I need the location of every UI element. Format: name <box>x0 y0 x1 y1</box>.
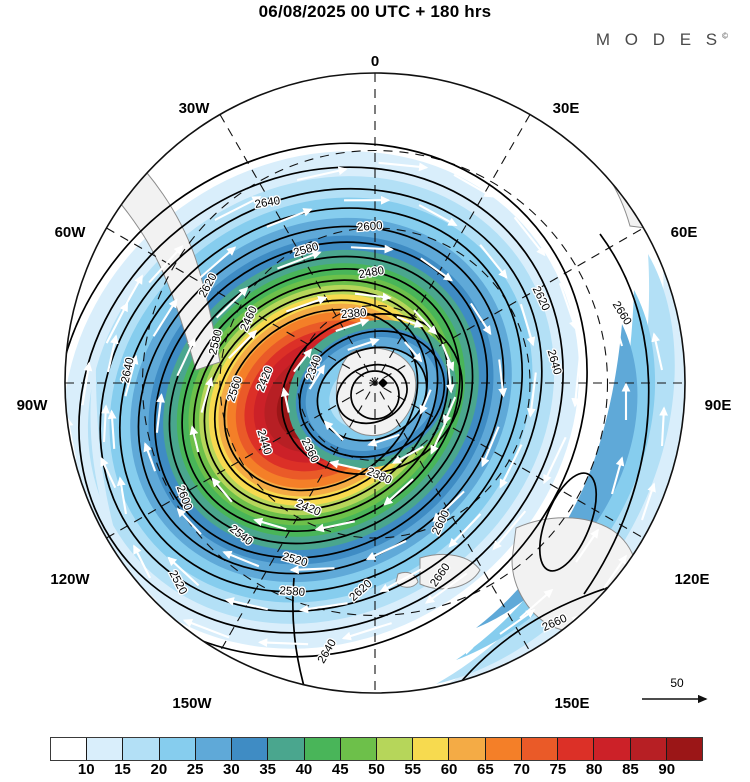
page-title: 06/08/2025 00 UTC + 180 hrs <box>258 2 492 21</box>
colorbar-cell <box>413 738 450 760</box>
colorbar-tick-label: 85 <box>622 761 639 778</box>
colorbar-tick-label: 75 <box>549 761 567 778</box>
colorbar-ticks: 10 15 20 25 30 35 40 45 50 55 60 65 70 75 80 85 90 <box>0 761 750 781</box>
lon-label: 90W <box>17 397 49 414</box>
colorbar-tick-label: 55 <box>404 761 422 778</box>
vector-scale: 50 <box>640 676 730 708</box>
graticule <box>65 73 685 693</box>
colorbar-tick-label: 20 <box>150 761 168 778</box>
colorbar-cell <box>630 738 667 760</box>
pole-marker-icon <box>378 378 388 388</box>
colorbar-tick-label: 40 <box>295 761 313 778</box>
colorbar-cell <box>594 738 631 760</box>
colorbar-tick-label: 25 <box>186 761 204 778</box>
colorbar-cell <box>195 738 233 760</box>
contour-label: 2380 <box>340 307 367 321</box>
colorbar-tick-label: 80 <box>585 761 603 778</box>
lon-label: 90E <box>705 397 732 414</box>
registered-mark-icon: © <box>722 31 728 41</box>
colorbar-tick-label: 50 <box>368 761 385 778</box>
colorbar-cell <box>87 738 124 760</box>
colorbar-cell <box>340 738 377 760</box>
colorbar-cell <box>521 738 559 760</box>
contour-label: 2640 <box>254 195 281 211</box>
colorbar-tick-label: 15 <box>114 761 131 778</box>
colorbar-tick-label: 45 <box>331 761 349 778</box>
lon-label: 120W <box>50 571 90 588</box>
colorbar-tick-label: 10 <box>77 761 95 778</box>
lon-label: 0 <box>371 53 379 70</box>
colorbar-tick-label: 30 <box>223 761 240 778</box>
globe-outline <box>64 72 686 694</box>
colorbar-cell <box>268 738 305 760</box>
colorbar-tick-label: 65 <box>476 761 494 778</box>
contour-label: 2640 <box>120 357 137 385</box>
colorbar-cell <box>123 738 160 760</box>
contour-label: 2600 <box>357 220 383 234</box>
modes-logo: M O D E S© <box>596 30 728 50</box>
colorbar-cell <box>449 738 486 760</box>
lon-label: 60E <box>671 224 698 241</box>
colorbar-tick-label: 60 <box>440 761 458 778</box>
lon-label: 120E <box>674 571 709 588</box>
modes-logo-text: M O D E S <box>595 30 723 49</box>
map-svg: 0 30W 60W 90W 120W 150W 180 150E 120E 90… <box>17 53 732 712</box>
colorbar <box>50 737 703 761</box>
vector-scale-arrow-icon <box>642 694 708 704</box>
colorbar-tick-label: 70 <box>513 761 530 778</box>
colorbar-cell <box>304 738 341 760</box>
colorbar-tick-label: 90 <box>658 761 676 778</box>
lon-label: 150W <box>172 695 212 712</box>
lon-label: 30W <box>179 100 211 117</box>
lon-label: 30E <box>553 100 580 117</box>
colorbar-cell <box>159 738 196 760</box>
longitude-labels: 0 30W 60W 90W 120W 150W 180 150E 120E 90… <box>17 53 732 712</box>
colorbar-cell <box>51 738 88 760</box>
contour-label: 2580 <box>279 585 305 599</box>
colorbar-cell <box>376 738 414 760</box>
colorbar-cell <box>558 738 595 760</box>
colorbar-cell <box>485 738 522 760</box>
vector-scale-label: 50 <box>670 676 684 690</box>
western-shading <box>90 352 380 693</box>
polar-stereographic-map: 0 30W 60W 90W 120W 150W 180 150E 120E 90… <box>0 22 750 722</box>
colorbar-cell <box>666 738 702 760</box>
map-fill-group <box>65 73 685 693</box>
colorbar-tick-label: 35 <box>259 761 276 778</box>
lon-label: 60W <box>55 224 87 241</box>
contour-label: 2480 <box>358 265 385 281</box>
colorbar-cell <box>232 738 269 760</box>
lon-label: 150E <box>554 695 589 712</box>
